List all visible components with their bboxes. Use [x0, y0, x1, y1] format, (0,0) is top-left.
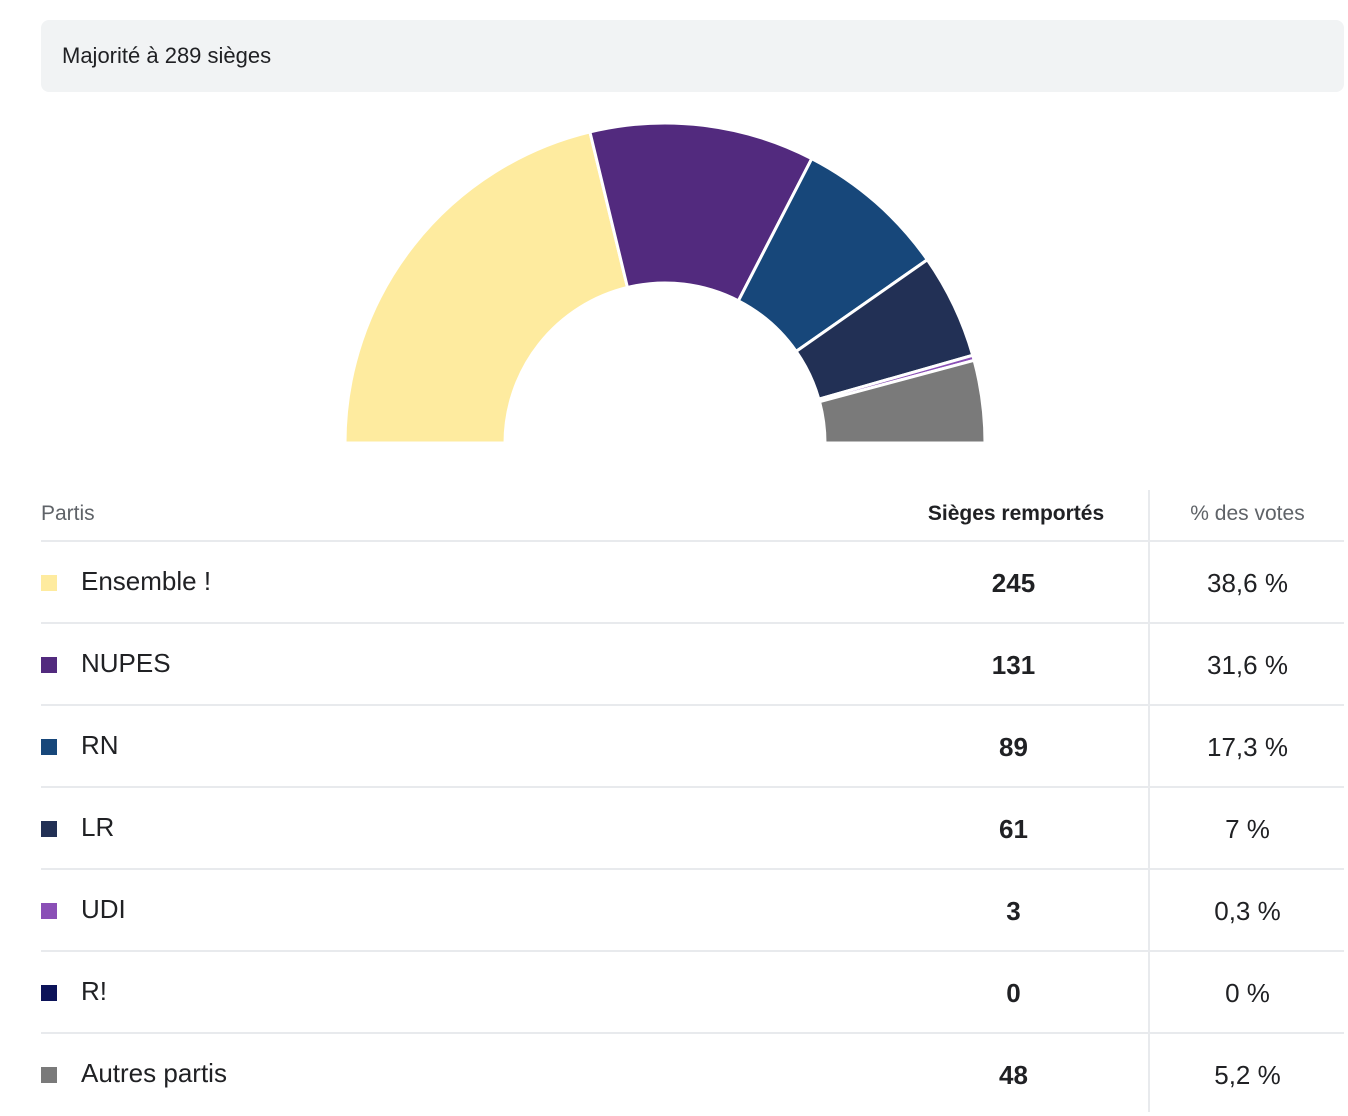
party-vote-share: 7 % [1225, 814, 1270, 844]
party-name: Ensemble ! [81, 566, 212, 596]
party-color-swatch [41, 739, 57, 755]
party-seats: 131 [991, 650, 1036, 680]
party-seats: 48 [999, 1060, 1028, 1090]
chart-slice-ensemble [343, 130, 630, 445]
table-row: NUPES 131 31,6 % [41, 624, 1344, 706]
party-name: Autres partis [81, 1058, 227, 1088]
party-name: RN [81, 730, 119, 760]
majority-banner: Majorité à 289 sièges [41, 20, 1344, 92]
table-header: Partis Sièges remportés % des votes [41, 490, 1344, 542]
table-row: UDI 3 0,3 % [41, 870, 1344, 952]
chart-slice-autres-partis [817, 358, 987, 445]
party-vote-share: 38,6 % [1207, 568, 1288, 598]
table-row: Ensemble ! 245 38,6 % [41, 542, 1344, 624]
party-name: UDI [81, 894, 126, 924]
column-divider [1148, 490, 1150, 1112]
party-vote-share: 17,3 % [1207, 732, 1288, 762]
party-vote-share: 0 % [1225, 978, 1270, 1008]
table-row: Autres partis 48 5,2 % [41, 1034, 1344, 1116]
table-row: LR 61 7 % [41, 788, 1344, 870]
party-color-swatch [41, 1067, 57, 1083]
table-row: RN 89 17,3 % [41, 706, 1344, 788]
seats-half-donut-chart [343, 121, 987, 445]
party-seats: 61 [999, 814, 1028, 844]
party-color-swatch [41, 657, 57, 673]
party-color-swatch [41, 985, 57, 1001]
header-party: Partis [41, 502, 95, 525]
party-seats: 245 [991, 568, 1036, 598]
party-seats: 89 [999, 732, 1028, 762]
party-vote-share: 0,3 % [1214, 896, 1281, 926]
table-row: R! 0 0 % [41, 952, 1344, 1034]
party-color-swatch [41, 821, 57, 837]
party-color-swatch [41, 575, 57, 591]
party-name: R! [81, 976, 107, 1006]
party-color-swatch [41, 903, 57, 919]
chart-slice-nupes [588, 121, 814, 303]
party-seats: 0 [1006, 978, 1021, 1008]
party-vote-share: 31,6 % [1207, 650, 1288, 680]
header-seats: Sièges remportés [927, 502, 1105, 525]
party-name: LR [81, 812, 115, 842]
majority-text: Majorité à 289 sièges [62, 43, 272, 68]
party-seats: 3 [1006, 896, 1021, 926]
party-name: NUPES [81, 648, 171, 678]
header-votes: % des votes [1190, 502, 1305, 525]
results-table: Partis Sièges remportés % des votes Ense… [41, 490, 1344, 1116]
party-vote-share: 5,2 % [1214, 1060, 1281, 1090]
